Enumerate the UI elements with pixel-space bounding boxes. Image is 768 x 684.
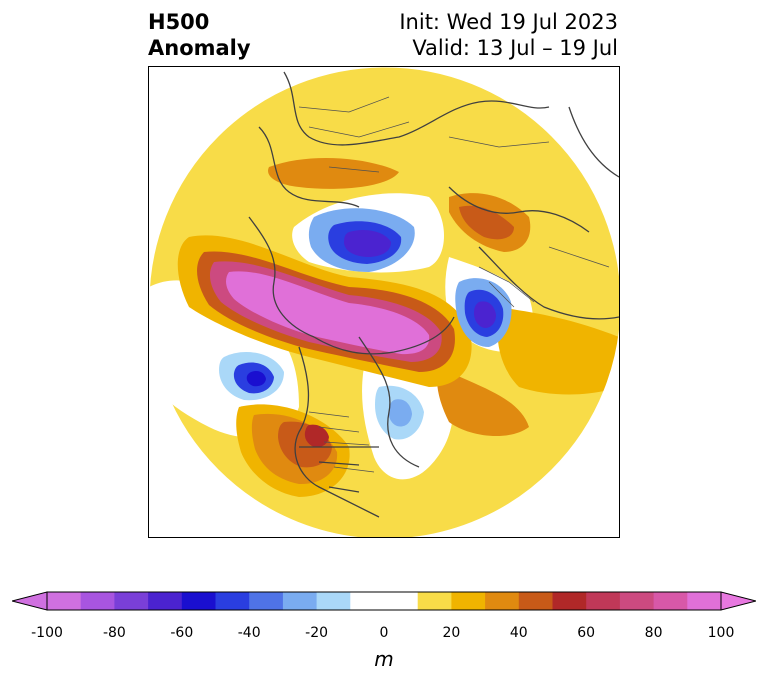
- colorbar-segment: [114, 592, 149, 610]
- colorbar-segment: [384, 592, 419, 610]
- political-borders: [298, 96, 610, 473]
- colorbar-unit: m: [374, 647, 394, 671]
- colorbar-tick-label: -20: [305, 625, 329, 641]
- colorbar-tick-label: -40: [237, 625, 261, 641]
- colorbar-segments: [47, 592, 722, 610]
- colorbar-segment: [181, 592, 216, 610]
- colorbar-segment: [80, 592, 115, 610]
- colorbar-segment: [249, 592, 284, 610]
- colorbar-extend-max: [720, 591, 756, 611]
- colorbar-segment: [586, 592, 621, 610]
- valid-range: Valid: 13 Jul – 19 Jul: [412, 36, 618, 60]
- colorbar-tick-label: 0: [379, 625, 389, 641]
- colorbar-segment: [687, 592, 722, 610]
- colorbar-tick-label: -60: [170, 625, 194, 641]
- colorbar-segment: [653, 592, 688, 610]
- colorbar-segment: [282, 592, 318, 610]
- colorbar-tick-label: 100: [707, 625, 735, 641]
- title-line-1: H500: [148, 10, 210, 34]
- colorbar-segment: [518, 592, 553, 610]
- colorbar-segment: [47, 592, 82, 610]
- colorbar-segment: [485, 592, 520, 610]
- colorbar-tick-label: 20: [442, 625, 461, 641]
- coastlines: [248, 71, 619, 518]
- anomaly-field: [149, 67, 619, 537]
- colorbar-segment: [215, 592, 250, 610]
- colorbar-tick-label: 40: [509, 625, 528, 641]
- colorbar-tick-label: -100: [31, 625, 63, 641]
- colorbar-segment: [417, 592, 452, 610]
- init-date: Init: Wed 19 Jul 2023: [399, 10, 618, 34]
- map-canvas: [149, 67, 619, 537]
- colorbar-segment: [619, 592, 655, 610]
- anomaly-map: [148, 66, 620, 538]
- colorbar-segment: [451, 592, 486, 610]
- colorbar: [12, 591, 756, 611]
- colorbar-segment: [316, 592, 351, 610]
- colorbar-tick-label: 80: [644, 625, 663, 641]
- map-dates: Init: Wed 19 Jul 2023 Valid: 13 Jul – 19…: [399, 9, 618, 61]
- colorbar-segment: [350, 592, 385, 610]
- title-line-2: Anomaly: [148, 36, 251, 60]
- colorbar-extend-min: [12, 591, 48, 611]
- map-title: H500 Anomaly: [148, 9, 251, 61]
- colorbar-segment: [148, 592, 183, 610]
- colorbar-tick-label: -80: [102, 625, 126, 641]
- colorbar-segment: [552, 592, 587, 610]
- colorbar-outline: [46, 591, 722, 611]
- colorbar-tick-label: 60: [577, 625, 596, 641]
